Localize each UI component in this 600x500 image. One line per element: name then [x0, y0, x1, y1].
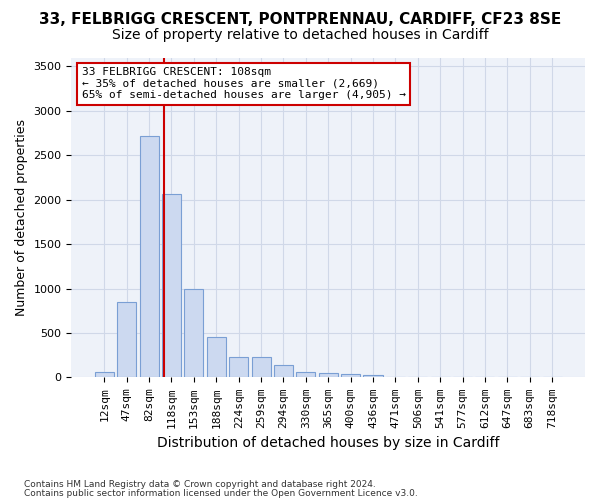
Text: Contains HM Land Registry data © Crown copyright and database right 2024.: Contains HM Land Registry data © Crown c…: [24, 480, 376, 489]
Y-axis label: Number of detached properties: Number of detached properties: [15, 119, 28, 316]
Bar: [95, 372, 114, 378]
Bar: [364, 375, 383, 378]
Bar: [341, 374, 360, 378]
Text: Size of property relative to detached houses in Cardiff: Size of property relative to detached ho…: [112, 28, 488, 42]
Text: 33, FELBRIGG CRESCENT, PONTPRENNAU, CARDIFF, CF23 8SE: 33, FELBRIGG CRESCENT, PONTPRENNAU, CARD…: [39, 12, 561, 28]
Bar: [319, 372, 338, 378]
Bar: [274, 365, 293, 378]
Bar: [251, 357, 271, 378]
Bar: [229, 357, 248, 378]
Bar: [140, 136, 158, 378]
Bar: [117, 302, 136, 378]
Text: 33 FELBRIGG CRESCENT: 108sqm
← 35% of detached houses are smaller (2,669)
65% of: 33 FELBRIGG CRESCENT: 108sqm ← 35% of de…: [82, 67, 406, 100]
X-axis label: Distribution of detached houses by size in Cardiff: Distribution of detached houses by size …: [157, 436, 499, 450]
Bar: [162, 194, 181, 378]
Bar: [296, 372, 316, 378]
Bar: [184, 288, 203, 378]
Text: Contains public sector information licensed under the Open Government Licence v3: Contains public sector information licen…: [24, 488, 418, 498]
Bar: [207, 338, 226, 378]
